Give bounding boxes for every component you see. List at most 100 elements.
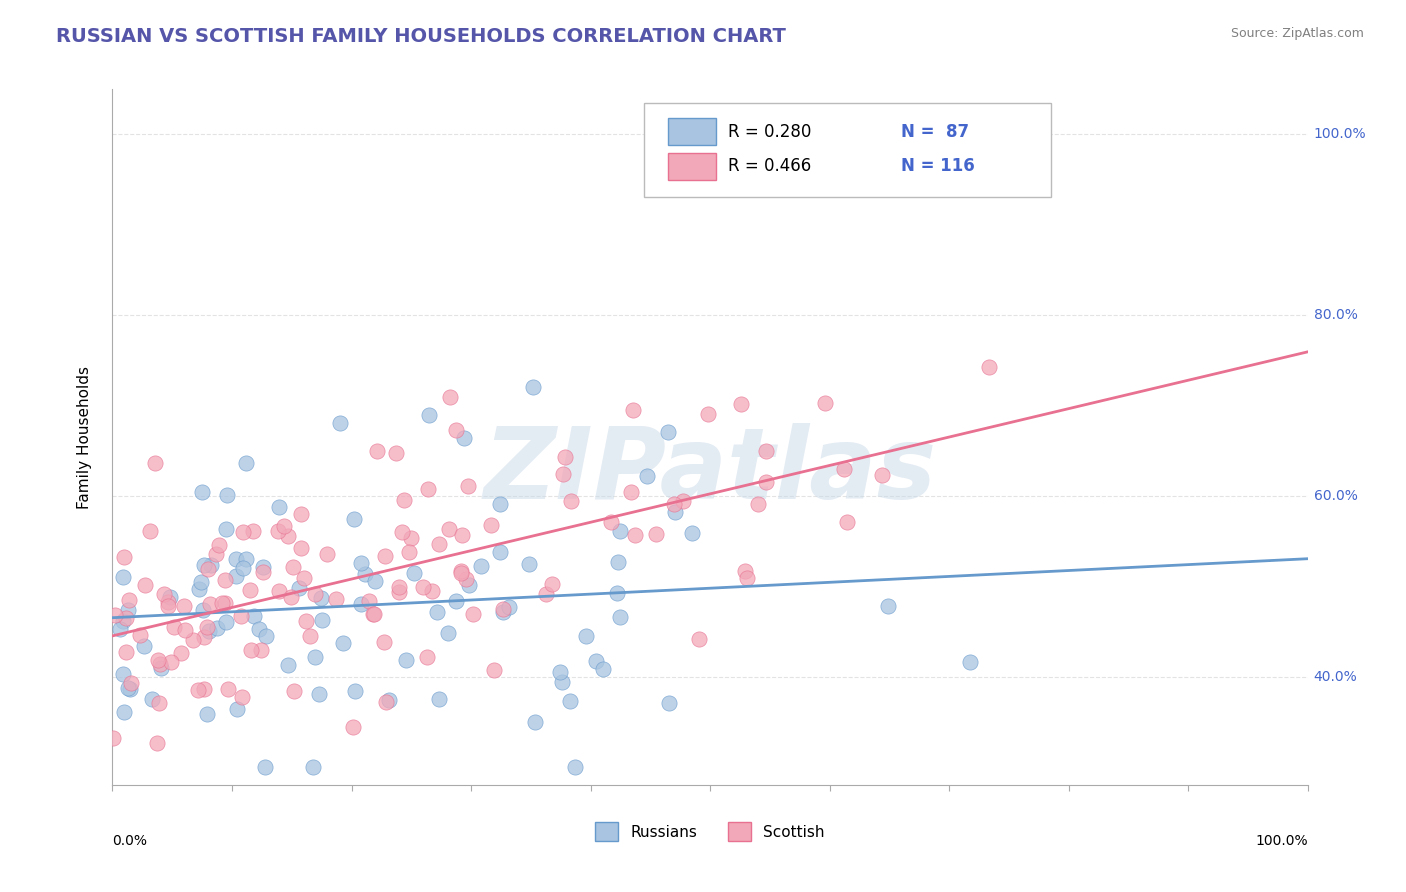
Point [554,450,576,464]
Point [115,645,138,659]
Point [672,493,695,508]
Point [108,623,131,637]
Point [412,580,434,594]
Point [399,531,422,545]
Point [214,573,236,587]
FancyBboxPatch shape [644,103,1050,197]
Point [226,702,249,716]
Point [482,663,505,677]
Point [363,607,385,621]
Point [290,541,312,556]
Point [283,560,305,574]
Point [163,620,186,634]
Point [814,396,837,410]
Point [239,583,262,598]
Point [470,558,492,573]
Point [388,580,411,594]
Point [235,456,257,470]
Point [160,655,183,669]
Point [242,524,264,538]
Point [645,526,668,541]
Point [277,529,299,543]
Point [232,561,254,575]
Point [977,359,1000,374]
Point [488,497,510,511]
Point [225,552,247,566]
Point [463,607,485,621]
Point [479,518,502,533]
Point [416,649,439,664]
Point [437,522,460,536]
Point [101,731,124,746]
Point [342,720,364,734]
Point [492,605,515,619]
FancyBboxPatch shape [668,119,716,145]
Point [235,552,257,566]
Point [453,431,475,445]
Point [288,581,311,595]
Text: 60.0%: 60.0% [1313,489,1357,503]
Point [198,597,221,611]
Point [735,571,758,585]
Point [388,584,411,599]
Point [446,594,468,608]
Point [304,587,326,601]
Point [444,423,467,437]
Text: N =  87: N = 87 [901,122,969,141]
Point [231,690,253,704]
Point [325,591,347,606]
Text: 80.0%: 80.0% [1313,308,1357,322]
Point [118,592,141,607]
Point [115,611,138,625]
Point [734,564,756,578]
Point [375,695,398,709]
Point [112,705,135,719]
Point [273,518,295,533]
Point [267,500,290,514]
Point [564,760,586,774]
Point [657,425,679,440]
Point [301,760,323,774]
Text: 40.0%: 40.0% [1313,670,1357,683]
Point [139,524,162,539]
Point [427,692,450,706]
Text: ZIPatlas: ZIPatlas [484,424,936,520]
Point [156,599,179,613]
Point [747,496,769,510]
Point [112,549,135,564]
Point [195,707,218,722]
Point [450,566,472,580]
Point [498,600,520,615]
Point [134,578,156,592]
Point [149,657,172,671]
Point [134,640,156,654]
Point [585,655,607,669]
Point [332,636,354,650]
Point [551,674,574,689]
Point [404,566,426,581]
Point [266,524,288,538]
Point [373,634,395,648]
Point [450,564,472,578]
Point [193,681,215,696]
Point [200,558,222,572]
Point [269,584,291,599]
Point [252,565,274,579]
Point [426,605,449,619]
Point [205,621,228,635]
Point [391,524,413,539]
Point [195,620,218,634]
Text: Source: ZipAtlas.com: Source: ZipAtlas.com [1230,27,1364,40]
Point [112,667,135,681]
Point [730,397,752,411]
Point [374,549,396,564]
Point [755,475,778,489]
Point [316,547,339,561]
Point [252,560,274,574]
Point [283,683,305,698]
Point [193,630,215,644]
Point [329,416,352,430]
Point [225,568,247,582]
Point [394,493,416,508]
Point [548,665,571,680]
